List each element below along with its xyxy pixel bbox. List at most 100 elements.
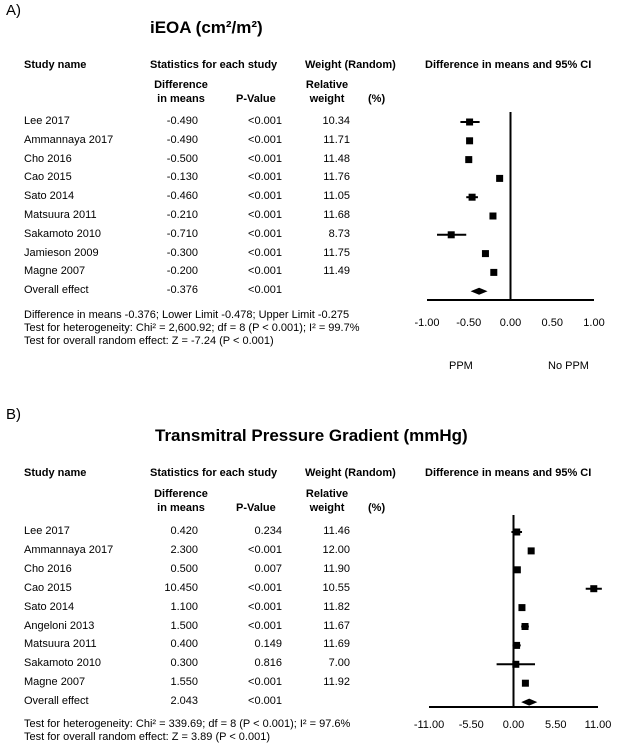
point-estimate — [466, 137, 474, 145]
difference-in-means: 10.450 — [164, 581, 198, 594]
study-name: Magne 2007 — [24, 265, 86, 278]
study-name: Lee 2017 — [24, 525, 70, 537]
p-value: <0.001 — [248, 619, 282, 632]
study-name: Cho 2016 — [24, 152, 72, 165]
p-value: <0.001 — [248, 265, 282, 278]
header-study-name: Study name — [24, 59, 87, 71]
difference-in-means: 2.043 — [170, 695, 198, 708]
footer-statistic: Difference in means -0.376; Lower Limit … — [24, 309, 350, 321]
point-estimate — [468, 193, 476, 201]
p-value: <0.001 — [248, 543, 282, 556]
point-estimate — [496, 174, 504, 182]
study-name: Sakamoto 2010 — [24, 227, 102, 240]
subheader-p-value: P-Value — [236, 93, 276, 105]
x-tick-label: 5.50 — [545, 719, 566, 731]
relative-weight: 11.90 — [323, 562, 350, 575]
study-name: Cao 2015 — [24, 581, 72, 594]
difference-in-means: -0.130 — [166, 171, 198, 184]
p-value: <0.001 — [248, 171, 282, 184]
favours-right-label: No PPM — [548, 360, 589, 372]
relative-weight: 11.71 — [323, 133, 350, 146]
forest-plot: -1.00 -0.50 0.00 0.50 1.00 PPM No PPM — [414, 112, 605, 372]
difference-in-means: -0.200 — [166, 265, 198, 278]
difference-in-means: -0.300 — [166, 246, 198, 259]
difference-in-means: 1.550 — [170, 676, 198, 689]
relative-weight: 11.76 — [323, 171, 350, 184]
difference-in-means: 1.500 — [170, 619, 198, 632]
footer-statistic: Test for overall random effect: Z = -7.2… — [24, 335, 274, 347]
difference-in-means: -0.500 — [166, 152, 198, 165]
x-tick-label: -1.00 — [414, 317, 439, 329]
p-value: <0.001 — [248, 190, 282, 203]
header-weight: Weight (Random) — [305, 59, 396, 71]
relative-weight: 7.00 — [328, 657, 350, 670]
difference-in-means: 1.100 — [170, 600, 198, 613]
footer-statistic: Test for overall random effect: Z = 3.89… — [24, 731, 271, 743]
x-tick-label: -0.50 — [456, 317, 481, 329]
point-estimate — [447, 231, 455, 239]
point-estimate — [513, 566, 521, 574]
point-estimate — [512, 660, 520, 668]
difference-in-means: -0.210 — [166, 209, 198, 221]
point-estimate — [590, 585, 598, 593]
relative-weight: 11.05 — [323, 190, 350, 203]
p-value: <0.001 — [248, 152, 282, 165]
study-name: Sakamoto 2010 — [24, 657, 102, 670]
relative-weight: 11.46 — [323, 525, 350, 537]
study-name: Matsuura 2011 — [24, 638, 97, 651]
study-name: Sato 2014 — [24, 190, 75, 203]
footer-statistic: Test for heterogeneity: Chi² = 339.69; d… — [24, 718, 351, 730]
header-statistics: Statistics for each study — [150, 59, 278, 71]
relative-weight: 11.48 — [323, 152, 350, 165]
p-value: <0.001 — [248, 676, 282, 689]
p-value: <0.001 — [248, 227, 282, 240]
relative-weight: 11.68 — [323, 209, 350, 221]
point-estimate — [527, 547, 535, 555]
subheader-percent: (%) — [368, 93, 386, 105]
x-tick-label: 1.00 — [583, 317, 604, 329]
x-tick-label: -5.50 — [459, 719, 484, 731]
point-estimate — [481, 250, 489, 258]
subheader-percent: (%) — [368, 502, 386, 514]
x-tick-label: -11.00 — [414, 719, 444, 731]
p-value: <0.001 — [248, 209, 282, 221]
relative-weight: 11.92 — [323, 676, 350, 689]
chart-title: iEOA (cm²/m²) — [150, 18, 263, 37]
study-name: Magne 2007 — [24, 676, 86, 689]
p-value: <0.001 — [248, 246, 282, 259]
header-weight: Weight (Random) — [305, 467, 396, 479]
study-name: Sato 2014 — [24, 600, 75, 613]
relative-weight: 10.55 — [322, 581, 350, 594]
difference-in-means: -0.710 — [166, 227, 198, 240]
p-value: <0.001 — [248, 600, 282, 613]
p-value: <0.001 — [248, 133, 282, 146]
p-value: 0.234 — [254, 525, 282, 537]
point-estimate — [489, 212, 497, 220]
p-value: <0.001 — [248, 284, 282, 297]
overall-effect-diamond — [470, 287, 488, 295]
point-estimate — [518, 604, 526, 612]
x-tick-label: 0.50 — [542, 317, 563, 329]
p-value: 0.816 — [254, 657, 282, 670]
p-value: <0.001 — [248, 695, 282, 708]
x-tick-label: 11.00 — [585, 719, 612, 731]
difference-in-means: -0.490 — [166, 133, 198, 146]
relative-weight: 11.69 — [323, 638, 350, 651]
x-tick-label: 0.00 — [503, 719, 524, 731]
point-estimate — [490, 268, 498, 276]
point-estimate — [465, 156, 473, 164]
study-name: Matsuura 2011 — [24, 209, 97, 221]
subheader-p-value: P-Value — [236, 502, 276, 514]
overall-effect-label: Overall effect — [24, 695, 89, 708]
relative-weight: 8.73 — [328, 227, 350, 240]
relative-weight: 11.82 — [323, 600, 350, 613]
difference-in-means: 0.500 — [170, 562, 198, 575]
subheader-difference: Difference in means — [154, 488, 208, 514]
panel-label: A) — [6, 2, 21, 19]
header-study-name: Study name — [24, 467, 87, 479]
footer-statistic: Test for heterogeneity: Chi² = 2,600.92;… — [24, 322, 360, 334]
forest-plot: -11.00 -5.50 0.00 5.50 11.00 — [414, 515, 612, 731]
relative-weight: 11.67 — [323, 619, 350, 632]
study-name: Lee 2017 — [24, 115, 70, 127]
